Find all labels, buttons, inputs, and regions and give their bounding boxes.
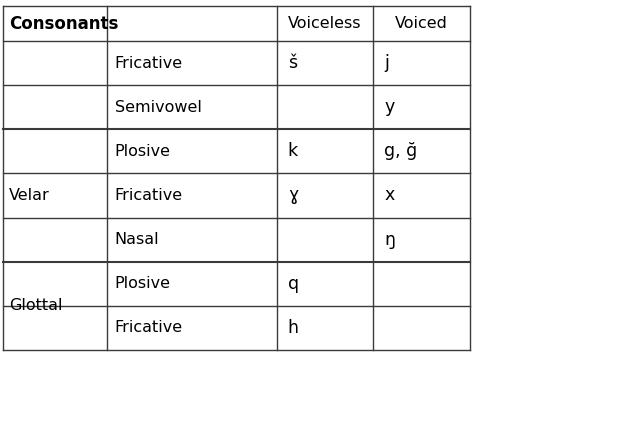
Text: Semivowel: Semivowel	[115, 100, 201, 115]
Text: Velar: Velar	[9, 188, 50, 203]
Text: š: š	[288, 54, 297, 72]
Text: Fricative: Fricative	[115, 188, 183, 203]
Text: j: j	[384, 54, 389, 72]
Text: Consonants: Consonants	[9, 15, 119, 33]
Text: Fricative: Fricative	[115, 320, 183, 335]
Text: q: q	[288, 275, 299, 293]
Text: Nasal: Nasal	[115, 232, 159, 247]
Text: y: y	[384, 98, 394, 116]
Text: ŋ: ŋ	[384, 231, 396, 248]
Text: x: x	[384, 187, 394, 204]
Text: Fricative: Fricative	[115, 56, 183, 71]
Text: k: k	[288, 142, 298, 160]
Text: Glottal: Glottal	[9, 298, 63, 313]
Text: g, ğ: g, ğ	[384, 142, 417, 160]
Text: ɣ: ɣ	[288, 187, 298, 204]
Text: Voiced: Voiced	[395, 16, 448, 31]
Text: h: h	[288, 319, 299, 337]
Text: Plosive: Plosive	[115, 144, 171, 159]
Text: Plosive: Plosive	[115, 276, 171, 291]
Text: Voiceless: Voiceless	[288, 16, 361, 31]
